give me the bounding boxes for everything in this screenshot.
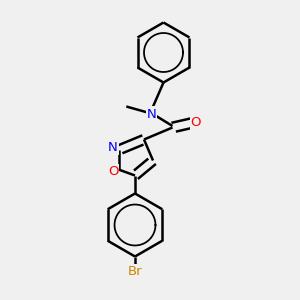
- Text: O: O: [191, 116, 201, 129]
- Text: N: N: [147, 107, 156, 121]
- Text: N: N: [108, 141, 118, 154]
- Text: O: O: [108, 165, 118, 178]
- Text: Br: Br: [128, 265, 142, 278]
